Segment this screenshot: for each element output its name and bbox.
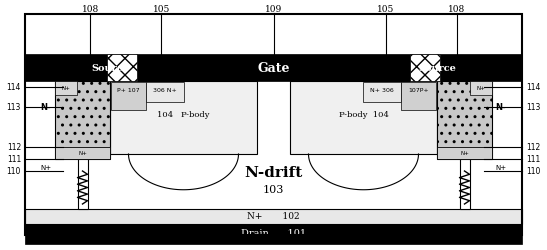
Bar [401, 83, 436, 110]
Bar [78, 159, 88, 209]
Text: N+ 306: N+ 306 [370, 88, 394, 93]
Text: P-body  104: P-body 104 [339, 110, 389, 118]
Text: 111: 111 [7, 155, 21, 164]
Text: Source: Source [418, 64, 456, 73]
Bar [290, 82, 437, 154]
Text: N-drift: N-drift [245, 165, 302, 179]
Text: 109: 109 [265, 6, 282, 15]
Bar [25, 224, 522, 244]
Text: 110: 110 [526, 167, 540, 176]
Text: 108: 108 [82, 6, 99, 15]
Text: 103: 103 [263, 184, 284, 194]
Bar [107, 55, 137, 82]
Bar [111, 83, 146, 110]
Text: 112: 112 [7, 143, 21, 152]
Text: N+: N+ [496, 164, 507, 170]
Bar [110, 82, 257, 154]
Bar [25, 209, 522, 224]
Bar [146, 83, 184, 102]
Bar [25, 15, 522, 235]
Bar [410, 55, 440, 82]
Text: Source: Source [91, 64, 129, 73]
Text: Drain      101: Drain 101 [241, 228, 306, 237]
Text: 114: 114 [7, 83, 21, 92]
Text: N-: N- [40, 103, 51, 112]
Bar [55, 82, 110, 159]
Text: N+       102: N+ 102 [247, 212, 300, 220]
Text: 107P+: 107P+ [409, 88, 429, 93]
Text: 306 N+: 306 N+ [153, 88, 177, 93]
Text: N+: N+ [476, 86, 485, 91]
Text: 105: 105 [377, 6, 394, 15]
Text: 104   P-body: 104 P-body [157, 110, 210, 118]
Text: Gate: Gate [257, 62, 290, 75]
Bar [25, 55, 522, 82]
Bar [459, 159, 469, 209]
Text: N+: N+ [460, 151, 469, 156]
Text: P+ 107: P+ 107 [117, 88, 139, 93]
Text: N+: N+ [40, 164, 51, 170]
Text: 113: 113 [7, 103, 21, 112]
Text: 114: 114 [526, 83, 540, 92]
Text: 110: 110 [7, 167, 21, 176]
Text: N-: N- [496, 103, 507, 112]
Bar [55, 82, 77, 96]
Text: 112: 112 [526, 143, 540, 152]
Text: N+: N+ [78, 151, 87, 156]
Bar [437, 82, 492, 159]
Text: 111: 111 [526, 155, 540, 164]
Bar [470, 82, 492, 96]
Bar [437, 148, 492, 159]
Bar [25, 15, 522, 235]
Bar [55, 148, 110, 159]
Bar [363, 83, 401, 102]
Text: 108: 108 [448, 6, 465, 15]
Text: 105: 105 [153, 6, 170, 15]
Text: N+: N+ [62, 86, 71, 91]
Text: 113: 113 [526, 103, 540, 112]
